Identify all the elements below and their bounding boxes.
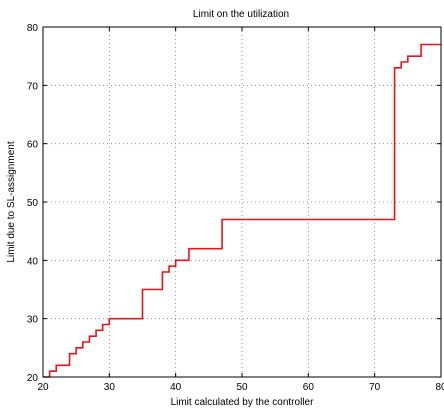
x-tick-label: 80 [435,382,444,393]
series-group [43,43,441,378]
y-tick-label: 70 [27,81,39,92]
y-axis-ticks: 20 30 40 50 60 70 80 [27,23,441,384]
x-axis-ticks: 20 30 40 50 60 70 80 [37,27,444,393]
chart-title: Limit on the utilization [193,9,289,20]
x-tick-label: 40 [170,382,182,393]
x-tick-label: 20 [37,382,49,393]
y-axis-label: Limit due to SL-assignment [6,141,17,262]
y-tick-label: 20 [27,373,39,384]
x-tick-label: 60 [303,382,315,393]
x-tick-label: 30 [104,382,116,393]
series-line [43,43,441,378]
y-tick-label: 80 [27,23,39,34]
y-tick-label: 40 [27,256,39,267]
x-tick-label: 70 [369,382,381,393]
y-tick-label: 50 [27,198,39,209]
y-tick-label: 60 [27,140,39,151]
x-tick-label: 50 [236,382,248,393]
x-axis-label: Limit calculated by the controller [171,397,315,408]
y-tick-label: 30 [27,315,39,326]
